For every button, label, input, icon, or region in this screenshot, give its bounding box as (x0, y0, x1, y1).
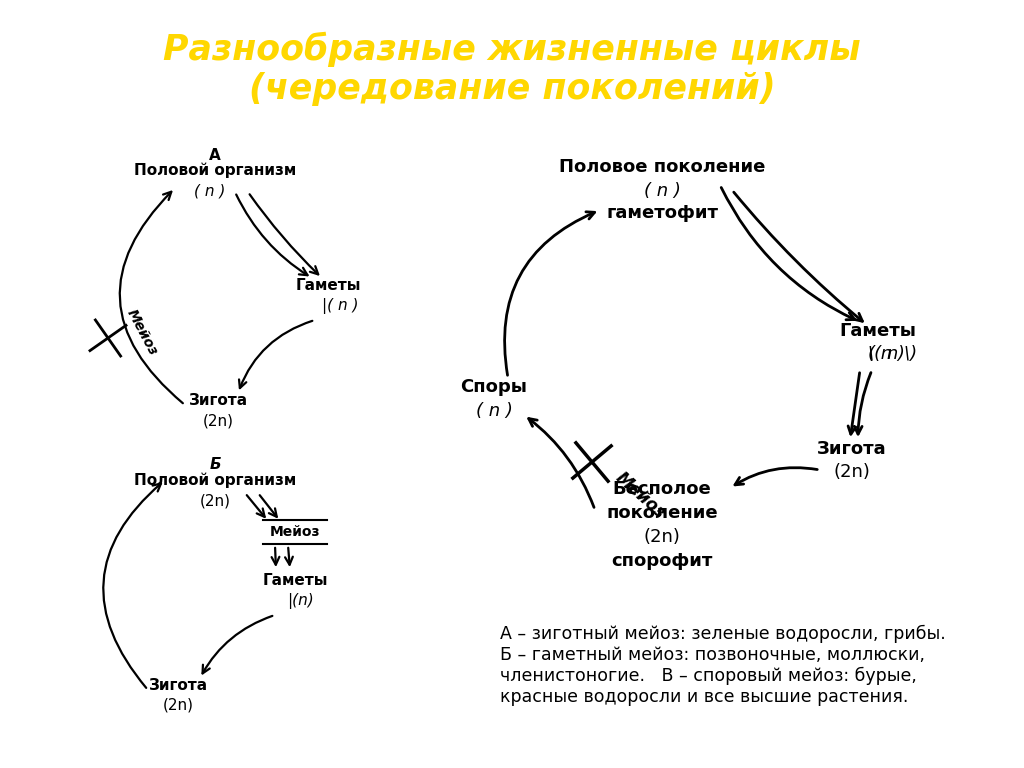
Text: А: А (209, 148, 221, 163)
Text: (2n): (2n) (643, 528, 680, 546)
Text: Бесполое: Бесполое (612, 480, 712, 498)
Text: (2n): (2n) (834, 463, 870, 481)
Text: Половой организм: Половой организм (134, 472, 296, 488)
Text: Разнообразные жизненные циклы: Разнообразные жизненные циклы (163, 32, 861, 68)
Text: Споры: Споры (461, 378, 527, 396)
Text: Гаметы: Гаметы (840, 322, 916, 340)
Text: гаметофит: гаметофит (606, 204, 718, 222)
Text: Зигота: Зигота (188, 393, 248, 408)
Text: Мейоз: Мейоз (124, 306, 160, 358)
Text: |(n): |(n) (287, 593, 313, 609)
Text: Б: Б (209, 457, 221, 472)
Text: (2n): (2n) (200, 493, 230, 508)
Text: Гаметы: Гаметы (262, 573, 328, 588)
Text: (2n): (2n) (163, 698, 194, 713)
Text: \( n \): \( n \) (868, 345, 918, 363)
Text: Мейоз: Мейоз (269, 525, 321, 539)
Text: поколение: поколение (606, 504, 718, 522)
Text: спорофит: спорофит (611, 552, 713, 570)
Text: Мейоз: Мейоз (612, 468, 669, 522)
Text: |( n ): |( n ) (322, 298, 358, 314)
Text: ( n ): ( n ) (868, 345, 905, 363)
Text: Половой организм: Половой организм (134, 162, 296, 177)
Text: Половое поколение: Половое поколение (559, 158, 765, 176)
Text: ( n ): ( n ) (475, 402, 512, 420)
Text: А – зиготный мейоз: зеленые водоросли, грибы.
Б – гаметный мейоз: позвоночные, м: А – зиготный мейоз: зеленые водоросли, г… (500, 625, 946, 706)
Text: ( n ): ( n ) (195, 184, 225, 199)
Text: Зигота: Зигота (817, 440, 887, 458)
Text: (2n): (2n) (203, 413, 233, 428)
Text: (чередование поколений): (чередование поколений) (249, 72, 775, 106)
Text: Зигота: Зигота (148, 678, 208, 693)
Text: Гаметы: Гаметы (295, 278, 360, 293)
Text: ( n ): ( n ) (643, 182, 680, 200)
